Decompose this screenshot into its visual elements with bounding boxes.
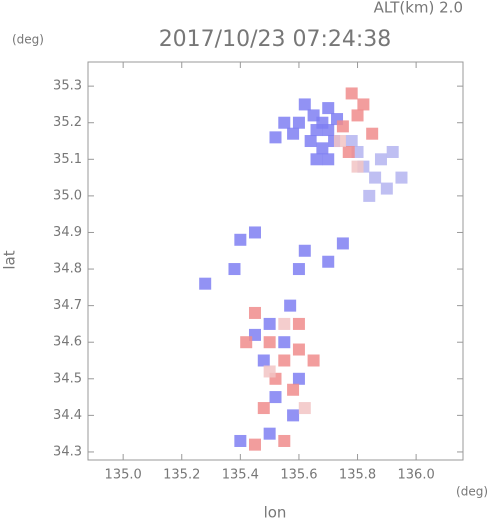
radar-cell	[342, 145, 355, 158]
radar-cell	[292, 263, 305, 276]
radar-cell	[240, 336, 253, 349]
radar-cell	[248, 438, 261, 451]
radar-cell	[228, 263, 241, 276]
radar-cell	[304, 135, 317, 148]
radar-cell	[248, 306, 261, 319]
y-tick-label: 35.1	[53, 152, 82, 167]
x-tick-label: 135.2	[163, 468, 200, 483]
radar-cell	[298, 402, 311, 415]
x-tick-label: 135.0	[105, 468, 142, 483]
radar-cell	[374, 153, 387, 166]
radar-cell	[310, 153, 323, 166]
radar-cell	[307, 354, 320, 367]
radar-cell	[310, 124, 323, 137]
radar-cell	[322, 153, 335, 166]
chart-title: 2017/10/23 07:24:38	[159, 27, 392, 52]
radar-cell	[278, 336, 291, 349]
radar-cell	[386, 145, 399, 158]
radar-cell	[298, 244, 311, 257]
radar-cell	[345, 135, 358, 148]
y-tick-label: 34.7	[53, 298, 82, 313]
y-tick-label: 34.6	[53, 335, 82, 350]
radar-cell	[278, 354, 291, 367]
radar-cell	[380, 182, 393, 195]
y-tick-label: 35.0	[53, 188, 82, 203]
y-tick-label: 34.8	[53, 262, 82, 277]
radar-cell	[298, 98, 311, 111]
radar-cell	[366, 127, 379, 140]
y-tick-label: 35.3	[53, 79, 82, 94]
radar-cell	[234, 434, 247, 447]
radar-cell	[292, 343, 305, 356]
radar-cell	[287, 127, 300, 140]
radar-cell	[287, 409, 300, 422]
radar-cell	[287, 383, 300, 396]
y-tick-label: 34.4	[53, 408, 82, 423]
radar-cell	[234, 233, 247, 246]
radar-cell	[278, 317, 291, 330]
radar-cell	[316, 142, 329, 155]
radar-cell	[248, 226, 261, 239]
radar-cell	[322, 124, 335, 137]
plot-frame	[87, 61, 464, 461]
radar-cell	[369, 171, 382, 184]
y-tick-label: 34.3	[53, 444, 82, 459]
radar-cell	[278, 434, 291, 447]
radar-cell	[322, 255, 335, 268]
radar-cell	[357, 98, 370, 111]
radar-cell	[395, 171, 408, 184]
radar-cell	[336, 120, 349, 133]
radar-cell	[351, 109, 364, 122]
y-axis-label: lat	[1, 250, 19, 269]
radar-cell	[292, 317, 305, 330]
radar-cell	[322, 102, 335, 115]
x-axis-label: lon	[264, 504, 287, 521]
y-unit: (deg)	[12, 33, 44, 47]
radar-cell	[263, 365, 276, 378]
radar-cell	[278, 116, 291, 129]
radar-cell	[263, 427, 276, 440]
radar-cell	[284, 299, 297, 312]
x-tick-label: 135.6	[280, 468, 317, 483]
radar-cell	[269, 391, 282, 404]
chart-subtitle: ALT(km) 2.0	[374, 0, 463, 17]
x-tick-label: 136.0	[398, 468, 435, 483]
y-tick-label: 34.5	[53, 371, 82, 386]
radar-cell	[257, 354, 270, 367]
radar-cell	[351, 160, 364, 173]
radar-cell	[333, 135, 346, 148]
radar-cell	[363, 189, 376, 202]
x-tick-label: 135.8	[339, 468, 376, 483]
radar-cell	[292, 116, 305, 129]
y-tick-label: 34.9	[53, 225, 82, 240]
x-tick-label: 135.4	[222, 468, 259, 483]
radar-cell	[345, 87, 358, 100]
radar-cell	[263, 317, 276, 330]
radar-cell	[199, 277, 212, 290]
radar-cell	[257, 402, 270, 415]
y-tick-label: 35.2	[53, 115, 82, 130]
radar-cell	[269, 131, 282, 144]
radar-cell	[336, 237, 349, 250]
x-unit: (deg)	[456, 485, 488, 499]
radar-cell	[292, 372, 305, 385]
radar-cell	[263, 336, 276, 349]
